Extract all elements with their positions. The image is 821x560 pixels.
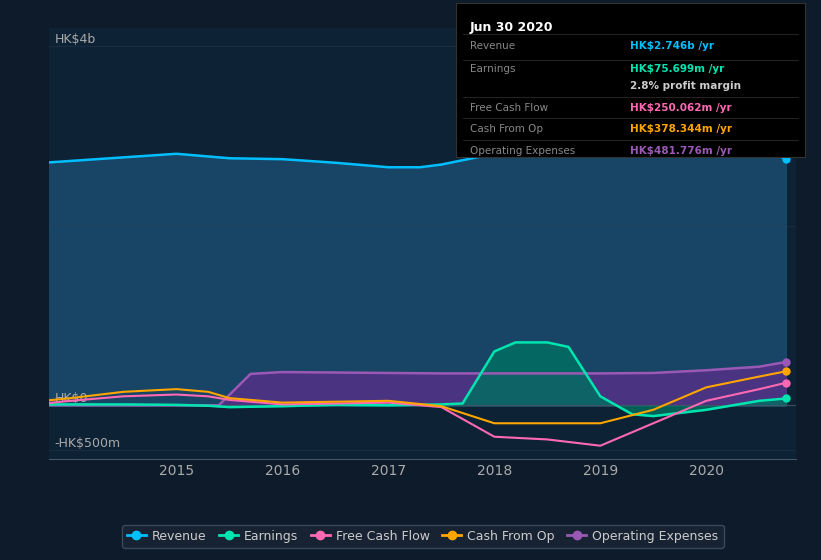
Text: HK$0: HK$0	[54, 392, 88, 405]
Text: Cash From Op: Cash From Op	[470, 124, 543, 134]
Text: HK$378.344m /yr: HK$378.344m /yr	[631, 124, 732, 134]
Text: HK$75.699m /yr: HK$75.699m /yr	[631, 64, 724, 74]
Legend: Revenue, Earnings, Free Cash Flow, Cash From Op, Operating Expenses: Revenue, Earnings, Free Cash Flow, Cash …	[122, 525, 723, 548]
Text: -HK$500m: -HK$500m	[54, 437, 121, 450]
Text: 2.8% profit margin: 2.8% profit margin	[631, 81, 741, 91]
Text: Jun 30 2020: Jun 30 2020	[470, 21, 553, 34]
Text: Operating Expenses: Operating Expenses	[470, 146, 575, 156]
Text: Revenue: Revenue	[470, 41, 515, 51]
Text: Free Cash Flow: Free Cash Flow	[470, 102, 548, 113]
Text: HK$2.746b /yr: HK$2.746b /yr	[631, 41, 714, 51]
Text: HK$4b: HK$4b	[54, 33, 96, 46]
Text: Earnings: Earnings	[470, 64, 515, 74]
Text: HK$481.776m /yr: HK$481.776m /yr	[631, 146, 732, 156]
Text: HK$250.062m /yr: HK$250.062m /yr	[631, 102, 732, 113]
